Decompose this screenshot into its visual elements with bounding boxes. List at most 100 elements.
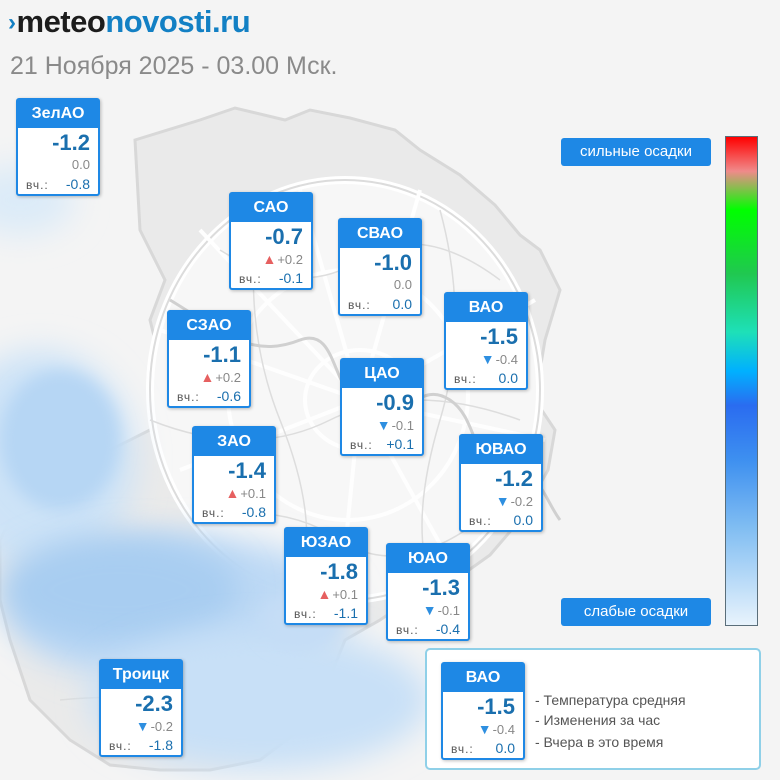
yesterday-label: вч.: <box>350 438 373 452</box>
logo-novosti-text: novosti.ru <box>105 4 251 39</box>
yesterday-value: -0.4 <box>435 621 460 637</box>
light-precipitation-label: слабые осадки <box>561 598 711 626</box>
district-card-yuzao: ЮЗАО -1.8 ▲+0.1 вч.: -1.1 <box>284 527 368 625</box>
date-time-subtitle: 21 Ноября 2025 - 03.00 Мск. <box>10 52 338 80</box>
trend-up-icon: ▲ <box>225 485 240 501</box>
yesterday-value: 0.0 <box>392 296 412 312</box>
yesterday-value: -1.8 <box>148 737 173 753</box>
legend-item-yesterday: - Вчера в это время <box>535 734 664 750</box>
hourly-change: ▼-0.4 <box>478 721 515 737</box>
district-name: ЮВАО <box>461 436 541 464</box>
hourly-change-value: -0.2 <box>150 719 173 734</box>
district-name: САО <box>231 194 311 222</box>
hourly-change: ▲+0.1 <box>317 586 358 602</box>
hourly-change: ▲+0.2 <box>262 251 303 267</box>
average-temperature: -1.5 <box>480 324 518 349</box>
yesterday-value: -0.6 <box>216 388 241 404</box>
hourly-change-value: 0.0 <box>71 157 90 172</box>
legend-item-hourly-change: - Изменения за час <box>535 712 661 728</box>
hourly-change: 0.0 <box>72 157 90 172</box>
district-name: ЦАО <box>342 360 422 388</box>
yesterday-value: -1.1 <box>333 605 358 621</box>
hourly-change: ▼-0.1 <box>423 602 460 618</box>
yesterday-label: вч.: <box>177 390 200 404</box>
district-name: ЗелАО <box>18 100 98 128</box>
hourly-change: 0.0 <box>394 277 412 292</box>
district-name: Троицк <box>101 661 181 689</box>
average-temperature: -0.7 <box>265 224 303 249</box>
average-temperature: -1.5 <box>477 694 515 719</box>
logo[interactable]: ›meteonovosti.ru <box>8 4 251 40</box>
yesterday-label: вч.: <box>451 742 474 756</box>
district-card-zelao: ЗелАО -1.2 0.0 вч.: -0.8 <box>16 98 100 196</box>
district-card-sao: САО -0.7 ▲+0.2 вч.: -0.1 <box>229 192 313 290</box>
hourly-change-value: +0.2 <box>215 370 241 385</box>
trend-up-icon: ▲ <box>262 251 277 267</box>
yesterday-label: вч.: <box>396 623 419 637</box>
average-temperature: -1.3 <box>422 575 460 600</box>
district-name: ВАО <box>446 294 526 322</box>
legend-panel: ВАО -1.5 ▼-0.4 вч.: 0.0 - Температура ср… <box>425 648 761 770</box>
hourly-change: ▼-0.2 <box>136 718 173 734</box>
hourly-change-value: -0.1 <box>391 418 414 433</box>
yesterday-value: 0.0 <box>498 370 518 386</box>
hourly-change: ▼-0.1 <box>377 417 414 433</box>
yesterday-value: +0.1 <box>386 436 414 452</box>
average-temperature: -1.0 <box>374 250 412 275</box>
trend-down-icon: ▼ <box>477 721 492 737</box>
district-name: СВАО <box>340 220 420 248</box>
hourly-change-value: -0.1 <box>437 603 460 618</box>
yesterday-value: 0.0 <box>495 740 515 756</box>
trend-up-icon: ▲ <box>317 586 332 602</box>
hourly-change-value: -0.4 <box>492 722 515 737</box>
district-card-yuao: ЮАО -1.3 ▼-0.1 вч.: -0.4 <box>386 543 470 641</box>
hourly-change-value: -0.4 <box>495 352 518 367</box>
district-card-troitsk: Троицк -2.3 ▼-0.2 вч.: -1.8 <box>99 659 183 757</box>
trend-down-icon: ▼ <box>495 493 510 509</box>
yesterday-value: -0.1 <box>278 270 303 286</box>
trend-up-icon: ▲ <box>200 369 215 385</box>
hourly-change-value: +0.1 <box>240 486 266 501</box>
average-temperature: -1.2 <box>495 466 533 491</box>
trend-down-icon: ▼ <box>422 602 437 618</box>
hourly-change-value: +0.2 <box>277 252 303 267</box>
yesterday-value: 0.0 <box>513 512 533 528</box>
precipitation-color-scale <box>725 136 758 626</box>
trend-down-icon: ▼ <box>376 417 391 433</box>
district-card-vao: ВАО -1.5 ▼-0.4 вч.: 0.0 <box>444 292 528 390</box>
district-name: СЗАО <box>169 312 249 340</box>
average-temperature: -1.8 <box>320 559 358 584</box>
yesterday-label: вч.: <box>239 272 262 286</box>
hourly-change: ▼-0.2 <box>496 493 533 509</box>
district-card-svao: СВАО -1.0 0.0 вч.: 0.0 <box>338 218 422 316</box>
yesterday-label: вч.: <box>109 739 132 753</box>
yesterday-label: вч.: <box>26 178 49 192</box>
district-name: ВАО <box>443 664 523 692</box>
yesterday-value: -0.8 <box>241 504 266 520</box>
average-temperature: -1.2 <box>52 130 90 155</box>
yesterday-label: вч.: <box>454 372 477 386</box>
legend-item-average-temperature: - Температура средняя <box>535 692 686 708</box>
district-card-cao: ЦАО -0.9 ▼-0.1 вч.: +0.1 <box>340 358 424 456</box>
yesterday-label: вч.: <box>348 298 371 312</box>
hourly-change: ▲+0.2 <box>200 369 241 385</box>
hourly-change: ▲+0.1 <box>225 485 266 501</box>
yesterday-label: вч.: <box>294 607 317 621</box>
yesterday-label: вч.: <box>469 514 492 528</box>
average-temperature: -1.4 <box>228 458 266 483</box>
trend-down-icon: ▼ <box>480 351 495 367</box>
average-temperature: -1.1 <box>203 342 241 367</box>
district-name: ЮЗАО <box>286 529 366 557</box>
heavy-precipitation-label: сильные осадки <box>561 138 711 166</box>
hourly-change-value: 0.0 <box>393 277 412 292</box>
district-card-yuvao: ЮВАО -1.2 ▼-0.2 вч.: 0.0 <box>459 434 543 532</box>
yesterday-value: -0.8 <box>65 176 90 192</box>
district-name: ЮАО <box>388 545 468 573</box>
logo-meteo-text: meteo <box>16 4 106 39</box>
hourly-change-value: -0.2 <box>510 494 533 509</box>
district-card-szao: СЗАО -1.1 ▲+0.2 вч.: -0.6 <box>167 310 251 408</box>
average-temperature: -2.3 <box>135 691 173 716</box>
district-name: ЗАО <box>194 428 274 456</box>
yesterday-label: вч.: <box>202 506 225 520</box>
hourly-change: ▼-0.4 <box>481 351 518 367</box>
